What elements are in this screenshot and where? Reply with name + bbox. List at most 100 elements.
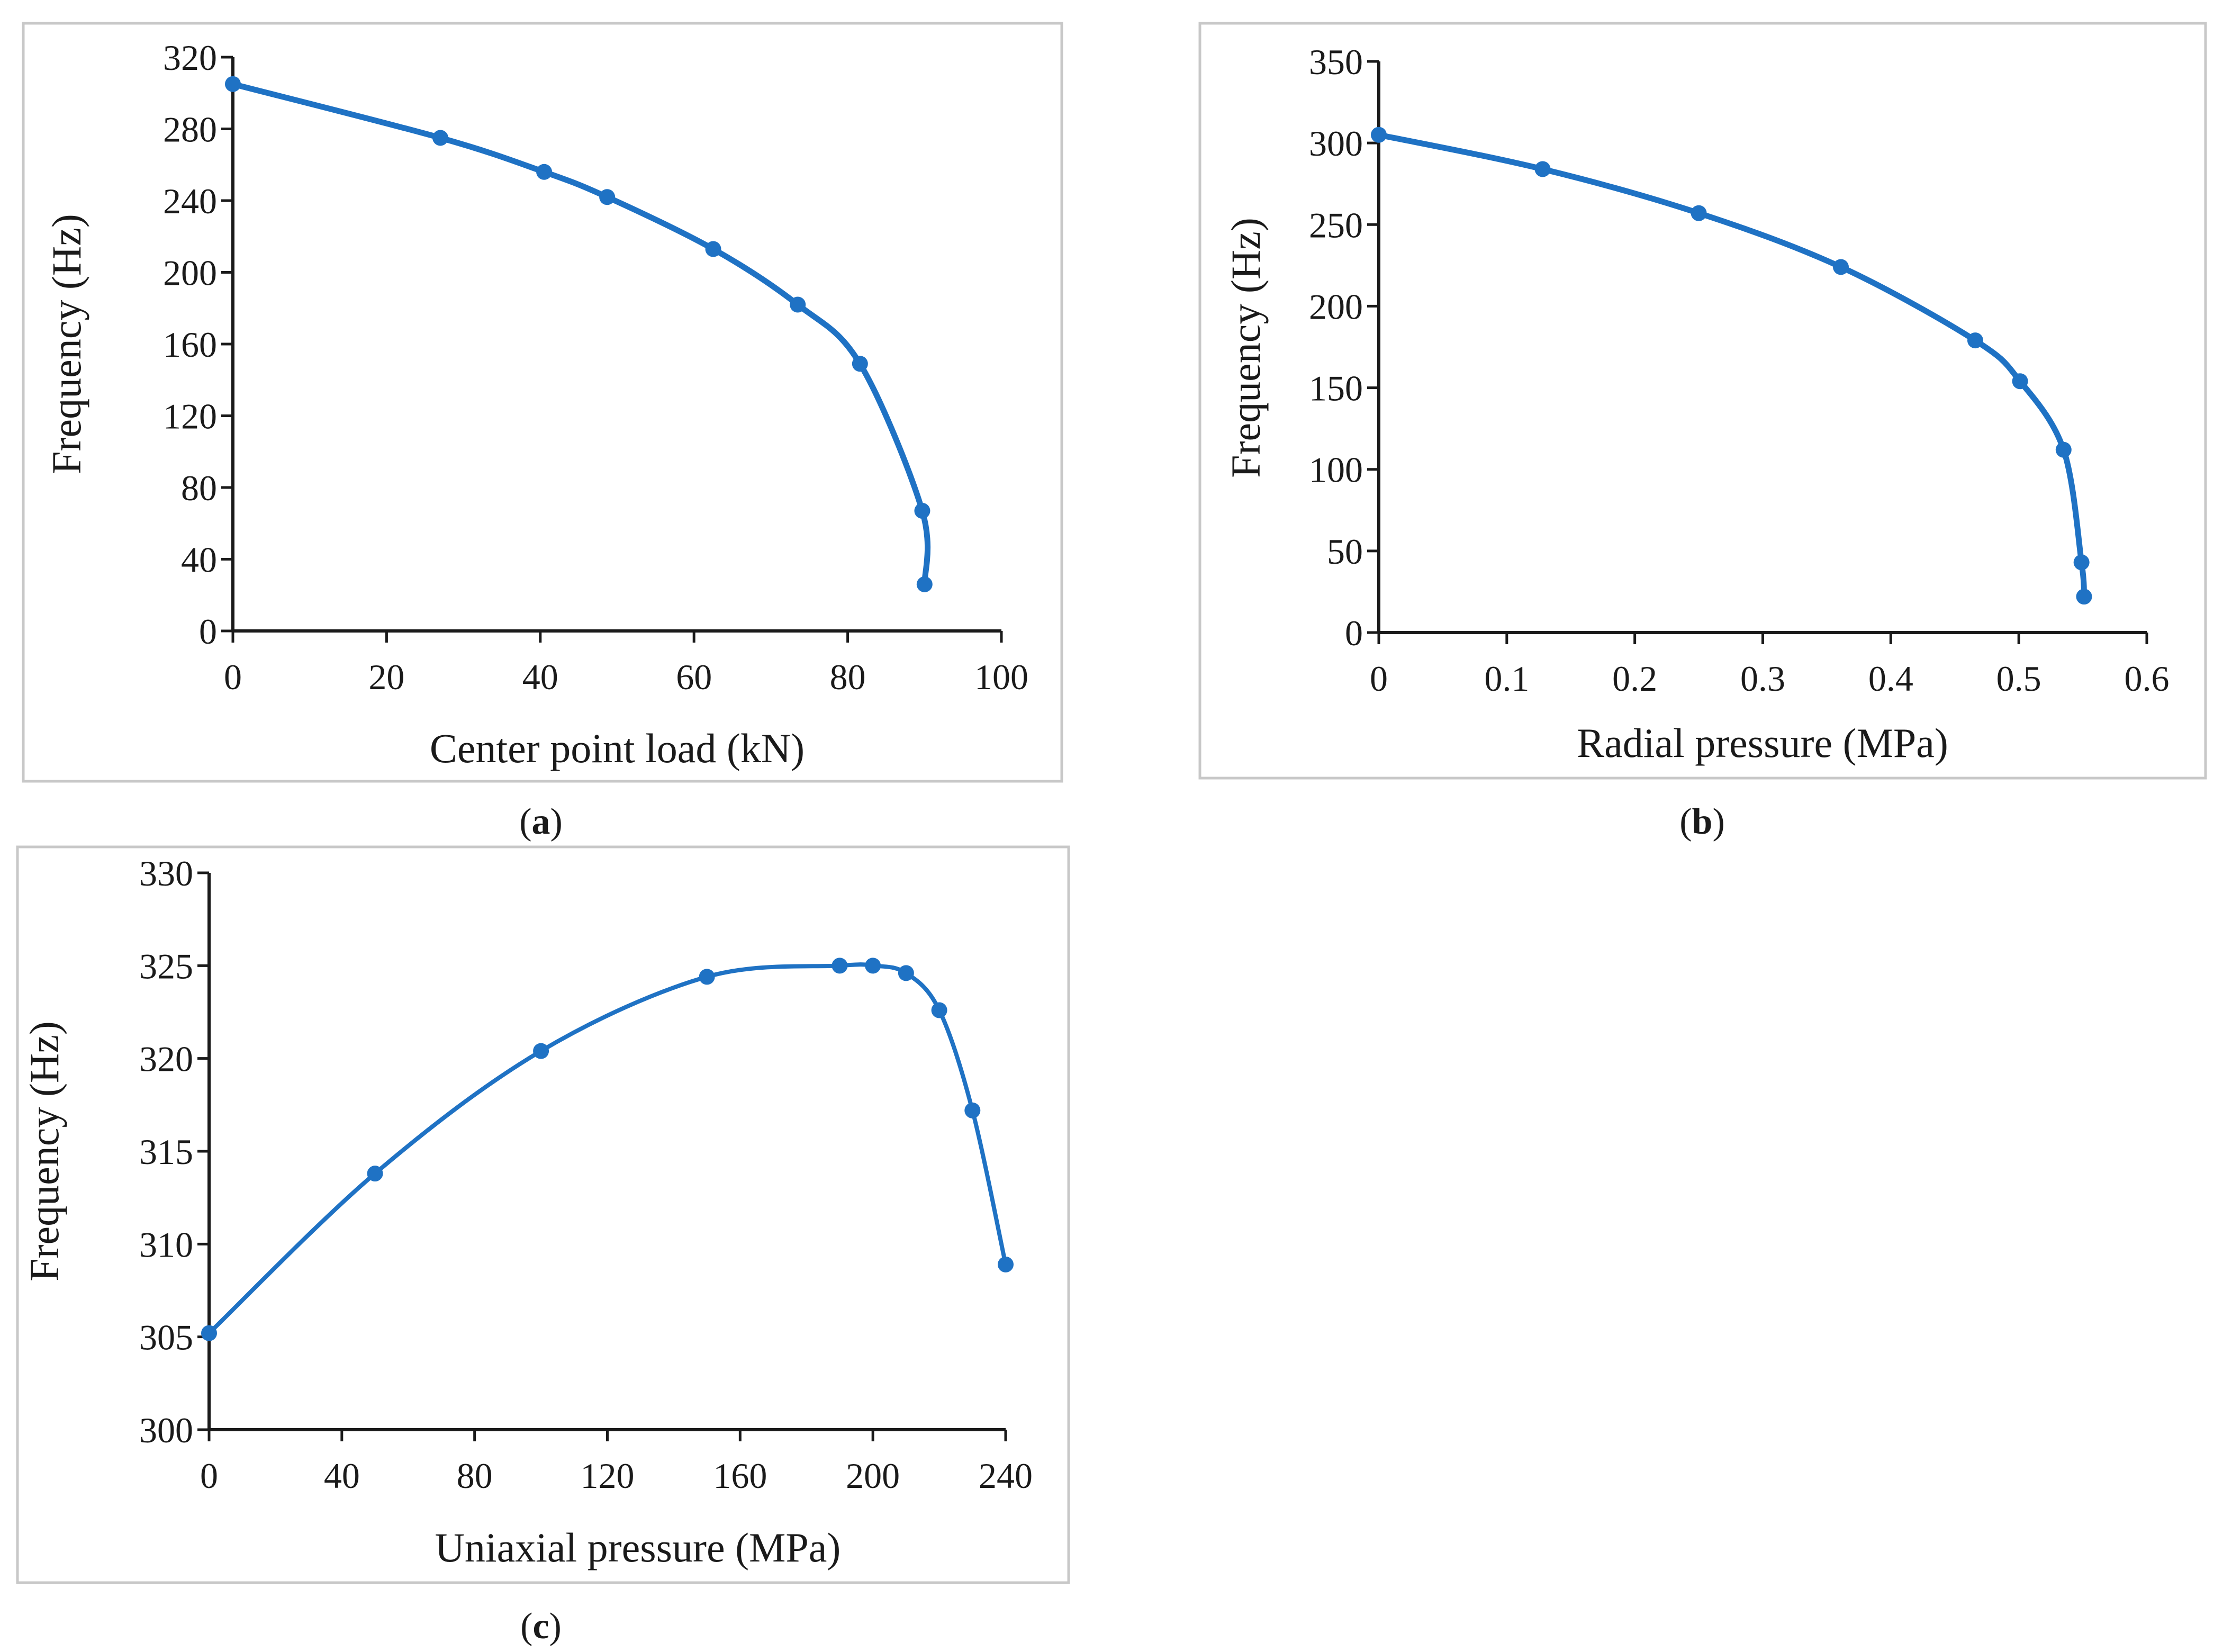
data-point [1691, 205, 1707, 221]
y-tick-label: 120 [163, 396, 217, 437]
x-tick-label: 0.1 [1484, 658, 1529, 699]
x-axis-title-b: Radial pressure (MPa) [1577, 720, 1948, 766]
x-tick-label: 20 [368, 657, 404, 697]
x-tick-label: 0 [224, 657, 242, 697]
data-point [931, 1002, 947, 1018]
y-tick-label: 305 [139, 1317, 193, 1358]
y-tick-label: 0 [199, 611, 217, 652]
y-tick-label: 0 [1345, 613, 1363, 653]
caption-a: (a) [519, 801, 563, 842]
caption-b: (b) [1679, 801, 1725, 842]
y-ticks-c: 300 305 310 315 320 325 330 [139, 853, 209, 1450]
data-point [1833, 259, 1849, 275]
y-tick-label: 240 [163, 181, 217, 221]
data-point [2055, 441, 2072, 458]
x-tick-label: 100 [974, 657, 1028, 697]
y-tick-label: 40 [181, 540, 217, 580]
data-point [865, 958, 881, 974]
data-point [964, 1102, 981, 1118]
y-axis-title-c: Frequency (Hz) [21, 1021, 67, 1281]
y-tick-label: 150 [1309, 368, 1363, 409]
series-line-b [1376, 132, 2087, 600]
x-tick-label: 160 [713, 1456, 767, 1496]
data-point [898, 965, 914, 981]
x-tick-label: 40 [522, 657, 558, 697]
data-point [599, 189, 616, 205]
data-point [699, 969, 715, 985]
x-tick-label: 0 [1370, 658, 1388, 699]
caption-a-open: ( [519, 801, 531, 842]
x-tick-label: 80 [457, 1456, 493, 1496]
caption-c-close: ) [549, 1606, 562, 1647]
x-tick-label: 0 [200, 1456, 218, 1496]
data-point [2012, 373, 2028, 390]
y-tick-label: 325 [139, 946, 193, 986]
x-tick-label: 120 [581, 1456, 635, 1496]
data-point [1967, 332, 1983, 349]
series-c [201, 958, 1014, 1341]
x-axis-title-a: Center point load (kN) [430, 725, 805, 771]
y-tick-label: 310 [139, 1224, 193, 1265]
y-tick-label: 320 [139, 1039, 193, 1079]
data-point [225, 76, 241, 92]
x-ticks-c: 0 40 80 120 160 200 240 [200, 1430, 1033, 1496]
data-point [536, 164, 553, 180]
y-tick-label: 330 [139, 853, 193, 893]
x-tick-label: 0.6 [2125, 658, 2170, 699]
data-point [705, 241, 721, 257]
y-ticks-b: 0 50 100 150 200 250 300 350 [1309, 42, 1379, 653]
series-a [225, 76, 933, 592]
data-point [852, 356, 868, 372]
data-point [2076, 589, 2092, 605]
data-point [201, 1325, 217, 1341]
caption-c: (c) [520, 1606, 562, 1647]
x-tick-label: 0.4 [1868, 658, 1913, 699]
x-tick-label: 0.3 [1740, 658, 1785, 699]
caption-a-letter: a [532, 801, 550, 842]
chart-panel-a: 0 40 80 120 160 200 240 280 320 0 20 40 60 80 100 Cen… [22, 22, 1063, 783]
x-axis-title-c: Uniaxial pressure (MPa) [435, 1524, 841, 1570]
x-tick-label: 240 [979, 1456, 1033, 1496]
data-point [533, 1043, 549, 1059]
y-ticks-a: 0 40 80 120 160 200 240 280 320 [163, 38, 233, 652]
x-tick-label: 200 [846, 1456, 900, 1496]
data-point [914, 503, 930, 519]
data-point [790, 296, 806, 313]
y-tick-label: 280 [163, 110, 217, 150]
y-axis-title-a: Frequency (Hz) [43, 214, 89, 474]
y-tick-label: 200 [163, 253, 217, 293]
series-line-c [207, 962, 1008, 1335]
x-tick-label: 40 [324, 1456, 360, 1496]
caption-c-open: ( [520, 1606, 532, 1647]
data-point [916, 576, 933, 592]
y-tick-label: 350 [1309, 42, 1363, 82]
caption-b-close: ) [1712, 801, 1724, 842]
x-tick-label: 0.2 [1612, 658, 1657, 699]
y-tick-label: 300 [139, 1410, 193, 1450]
chart-frame-a [22, 22, 1063, 783]
y-tick-label: 250 [1309, 205, 1363, 245]
caption-c-letter: c [532, 1606, 549, 1647]
data-point [2073, 554, 2090, 571]
y-axis-title-b: Frequency (Hz) [1223, 218, 1269, 478]
data-point [1534, 161, 1551, 177]
y-tick-label: 160 [163, 324, 217, 365]
x-tick-label: 60 [676, 657, 712, 697]
caption-b-open: ( [1679, 801, 1692, 842]
x-ticks-b: 0 0.1 0.2 0.3 0.4 0.5 0.6 [1370, 633, 2170, 699]
data-point [832, 958, 848, 974]
y-tick-label: 200 [1309, 286, 1363, 327]
caption-b-letter: b [1692, 801, 1713, 842]
data-point [998, 1256, 1014, 1272]
series-b [1371, 127, 2092, 605]
y-tick-label: 50 [1327, 531, 1363, 572]
y-tick-label: 100 [1309, 450, 1363, 490]
y-tick-label: 300 [1309, 123, 1363, 164]
x-tick-label: 80 [830, 657, 866, 697]
x-tick-label: 0.5 [1996, 658, 2041, 699]
y-tick-label: 320 [163, 38, 217, 78]
y-tick-label: 80 [181, 468, 217, 508]
caption-a-close: ) [550, 801, 563, 842]
data-point [432, 130, 449, 146]
